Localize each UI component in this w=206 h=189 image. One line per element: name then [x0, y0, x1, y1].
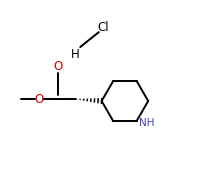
- Text: Cl: Cl: [97, 21, 108, 34]
- Text: H: H: [70, 48, 79, 61]
- Text: O: O: [53, 60, 62, 73]
- Text: NH: NH: [139, 118, 154, 128]
- Text: O: O: [34, 93, 44, 106]
